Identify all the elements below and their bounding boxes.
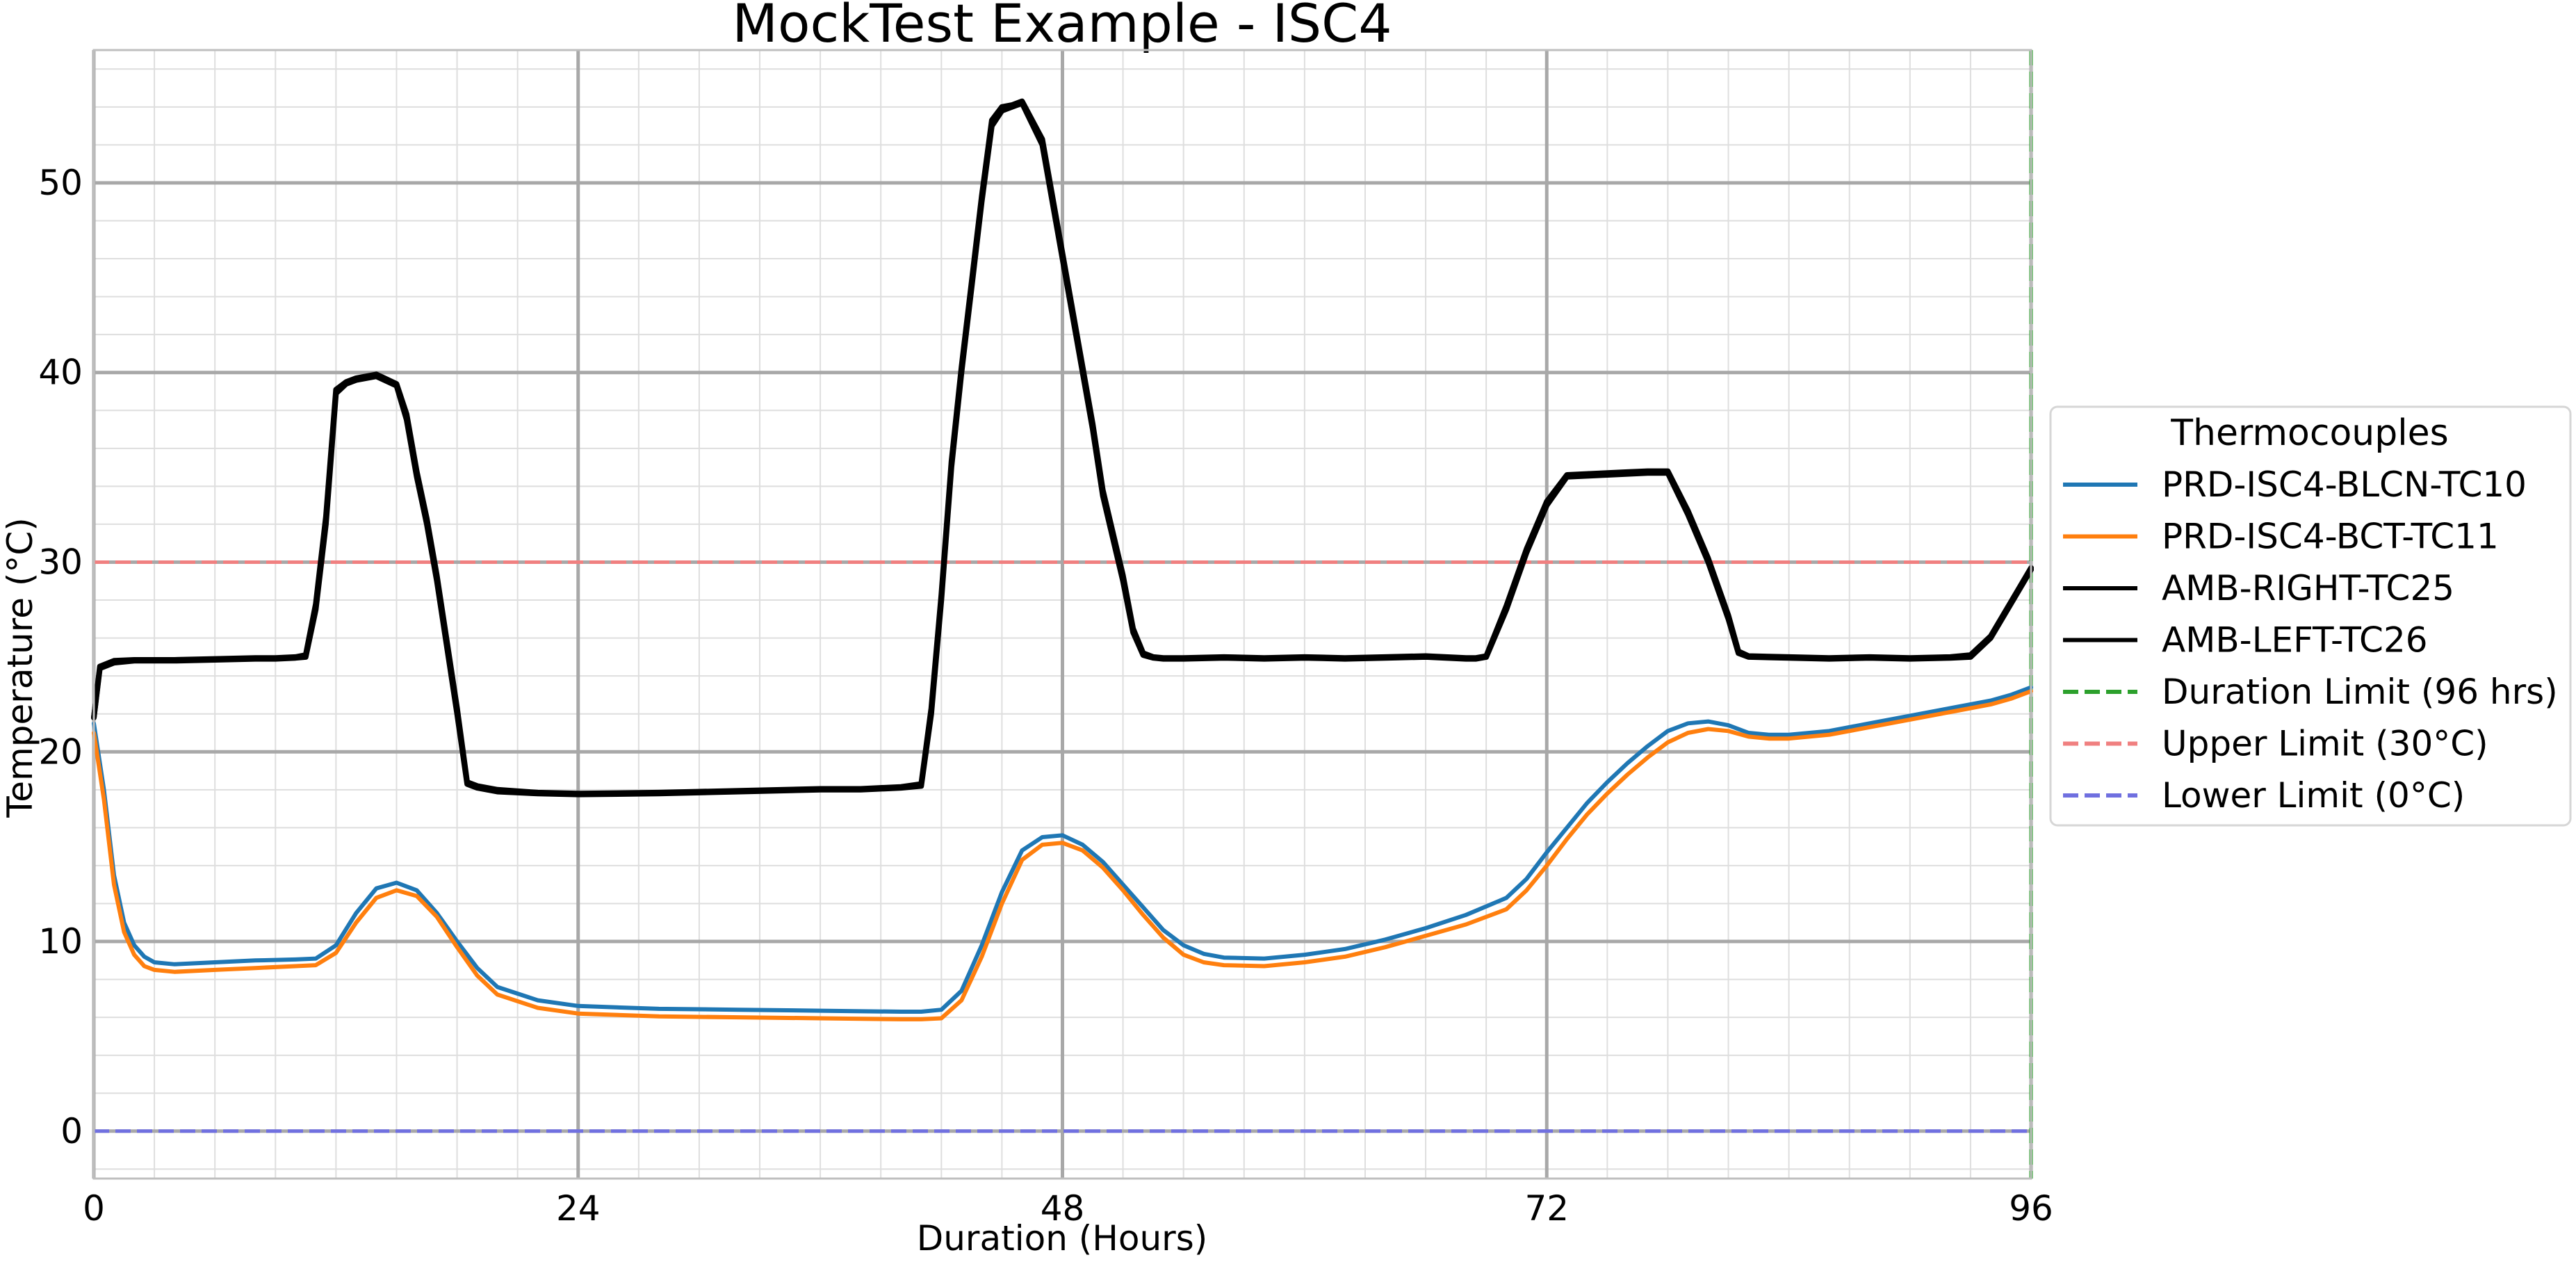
legend-entry-label: PRD-ISC4-BLCN-TC10 <box>2162 464 2527 505</box>
series-layer <box>91 98 2034 1021</box>
series-line <box>92 689 2033 1021</box>
legend: Thermocouples PRD-ISC4-BLCN-TC10PRD-ISC4… <box>2049 405 2572 827</box>
y-axis-ticks: 0 10 20 30 40 50 <box>38 163 83 1151</box>
y-tick-label: 0 <box>60 1111 83 1151</box>
y-axis-label: Temperature (°C) <box>0 517 40 818</box>
legend-entry-label: Upper Limit (30°C) <box>2162 724 2488 764</box>
x-tick-label: 0 <box>83 1188 105 1229</box>
legend-entry-label: AMB-LEFT-TC26 <box>2162 620 2428 661</box>
y-tick-label: 10 <box>38 921 83 962</box>
legend-entry-label: AMB-RIGHT-TC25 <box>2162 568 2454 608</box>
x-tick-label: 96 <box>2009 1188 2053 1229</box>
y-tick-label: 30 <box>38 542 83 582</box>
legend-entry-label: Duration Limit (96 hrs) <box>2162 672 2558 712</box>
x-tick-label: 24 <box>556 1188 601 1229</box>
x-tick-label: 48 <box>1041 1188 1085 1229</box>
legend-entry-label: PRD-ISC4-BCT-TC11 <box>2162 517 2499 557</box>
series-line <box>91 98 2034 797</box>
y-tick-label: 20 <box>38 731 83 772</box>
x-axis-label: Duration (Hours) <box>917 1218 1208 1259</box>
y-tick-label: 50 <box>38 163 83 203</box>
chart-title: MockTest Example - ISC4 <box>732 0 1392 54</box>
plot-area-frame <box>92 49 2032 1180</box>
series-line <box>92 685 2033 1014</box>
legend-title: Thermocouples <box>2170 412 2449 454</box>
x-tick-label: 72 <box>1524 1188 1569 1229</box>
y-tick-label: 40 <box>38 353 83 393</box>
x-axis-ticks: 0 24 48 72 96 <box>83 1188 2053 1229</box>
legend-entry-label: Lower Limit (0°C) <box>2162 775 2465 816</box>
legend-entries: PRD-ISC4-BLCN-TC10 PRD-ISC4-BCT-TC11 AMB-R… <box>2063 464 2558 816</box>
legend-box <box>2049 405 2572 827</box>
